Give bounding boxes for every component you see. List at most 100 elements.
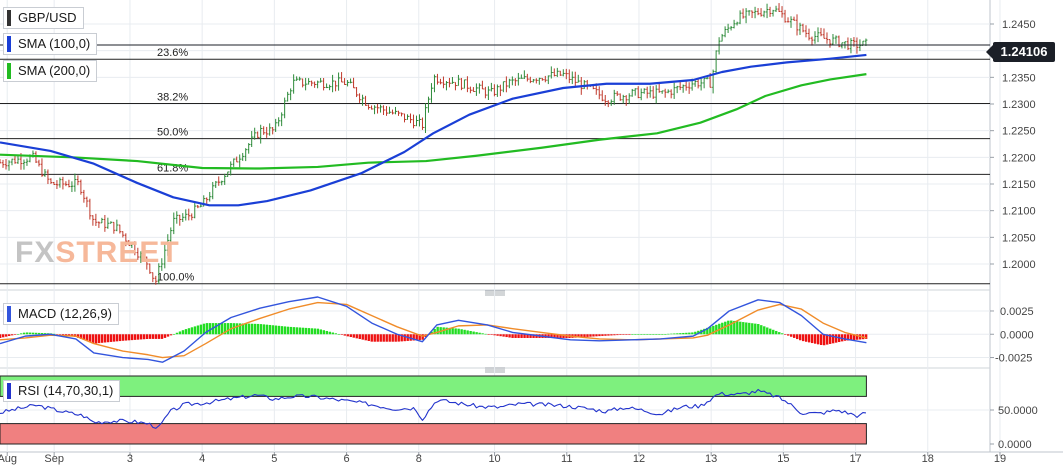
macd-histogram-bar [166, 334, 170, 337]
macd-histogram-bar [661, 334, 664, 335]
macd-histogram-bar [523, 334, 526, 338]
rsi-tick-label: 0.0000 [998, 439, 1032, 451]
macd-tick-label: -0.0025 [995, 353, 1032, 365]
macd-histogram-bar [733, 320, 736, 335]
time-tick-label: 10 [488, 453, 500, 465]
macd-histogram-bar [787, 334, 790, 336]
macd-histogram-bar [286, 326, 290, 335]
macd-histogram-bar [235, 323, 239, 335]
macd-histogram-bar [262, 324, 266, 335]
macd-histogram-bar [610, 334, 613, 336]
macd-histogram-bar [349, 334, 352, 338]
macd-histogram-bar [813, 334, 817, 344]
macd-histogram-bar [373, 334, 376, 342]
macd-histogram-bar [472, 331, 475, 335]
macd-histogram-bar [91, 334, 95, 344]
macd-histogram-bar [343, 334, 346, 336]
macd-histogram-bar [616, 334, 619, 336]
time-tick-label: 3 [127, 453, 133, 465]
macd-text: MACD (12,26,9) [18, 306, 112, 321]
macd-histogram-bar [394, 334, 397, 342]
macd-histogram-bar [547, 334, 550, 338]
macd-histogram-bar [190, 327, 194, 335]
macd-histogram-bar [283, 326, 287, 335]
macd-histogram-bar [628, 334, 631, 335]
macd-histogram-bar [145, 334, 149, 340]
macd-histogram-bar [691, 332, 694, 335]
macd-tick-label: 0.0025 [1000, 306, 1034, 318]
macd-histogram-bar [67, 334, 71, 337]
macd-histogram-bar [94, 334, 98, 344]
macd-histogram-bar [172, 334, 176, 335]
macd-histogram-bar [388, 334, 391, 342]
macd-histogram-bar [505, 334, 508, 338]
macd-histogram-bar [760, 325, 763, 335]
macd-histogram-bar [250, 323, 254, 335]
macd-histogram-bar [400, 334, 403, 342]
macd-histogram-bar [124, 334, 128, 341]
macd-histogram-bar [208, 323, 212, 335]
macd-histogram-bar [199, 324, 203, 335]
macd-histogram-bar [685, 332, 688, 335]
macd-histogram-bar [79, 334, 83, 339]
macd-histogram-bar [412, 334, 415, 341]
macd-histogram-bar [34, 332, 38, 335]
macd-histogram-bar [475, 332, 478, 335]
macd-histogram-bar [58, 334, 62, 335]
sma100-legend: SMA (100,0) [3, 33, 98, 55]
macd-histogram-bar [10, 334, 14, 336]
macd-histogram-bar [673, 333, 676, 335]
macd-histogram-bar [85, 334, 89, 342]
macd-histogram-bar [742, 322, 745, 335]
fib-level-label: 23.6% [157, 47, 188, 59]
macd-histogram-bar [730, 320, 733, 335]
macd-histogram-bar [457, 328, 460, 335]
macd-histogram-bar [655, 334, 658, 335]
macd-histogram-bar [298, 327, 302, 335]
macd-histogram-bar [244, 323, 248, 335]
price-tick-label: 1.2300 [1002, 99, 1036, 111]
macd-histogram-bar [241, 323, 245, 335]
macd-histogram-bar [418, 334, 421, 341]
macd-histogram-bar [784, 334, 787, 335]
macd-histogram-bar [604, 334, 607, 336]
macd-histogram-bar [775, 330, 778, 335]
time-tick-label: 18 [922, 453, 934, 465]
macd-histogram-bar [376, 334, 379, 342]
macd-histogram-bar [769, 328, 772, 335]
macd-histogram-bar [619, 334, 622, 335]
macd-histogram-bar [816, 334, 820, 345]
macd-histogram-bar [1, 334, 5, 338]
macd-histogram-bar [556, 334, 559, 338]
macd-histogram-bar [559, 334, 562, 338]
macd-histogram-bar [361, 334, 364, 340]
macd-histogram-bar [757, 324, 760, 335]
macd-histogram-bar [280, 326, 284, 335]
rsi-overbought-zone [0, 375, 867, 397]
macd-histogram-bar [313, 328, 317, 335]
macd-histogram-bar [511, 334, 514, 338]
macd-histogram-bar [346, 334, 349, 337]
price-tick-label: 1.2050 [1002, 232, 1036, 244]
macd-histogram-bar [259, 324, 263, 335]
macd-histogram-bar [403, 334, 406, 342]
macd-histogram-bar [676, 333, 679, 335]
macd-histogram-bar [460, 329, 463, 335]
macd-histogram-bar [334, 333, 337, 335]
macd-histogram-bar [445, 327, 448, 335]
macd-histogram-bar [487, 334, 490, 335]
rsi-text: RSI (14,70,30,1) [18, 383, 114, 398]
macd-histogram-bar [772, 329, 775, 335]
macd-histogram-bar [703, 328, 706, 335]
macd-histogram-bar [664, 333, 667, 335]
macd-histogram-bar [724, 321, 727, 335]
macd-histogram-bar [613, 334, 616, 336]
macd-histogram-bar [502, 334, 505, 337]
macd-histogram-bar [415, 334, 418, 341]
macd-histogram-bar [421, 334, 424, 340]
time-tick-label: 13 [705, 453, 717, 465]
macd-histogram-bar [481, 333, 484, 335]
macd-histogram-bar [310, 328, 314, 335]
macd-histogram-bar [808, 334, 811, 343]
macd-histogram-bar [139, 334, 143, 340]
